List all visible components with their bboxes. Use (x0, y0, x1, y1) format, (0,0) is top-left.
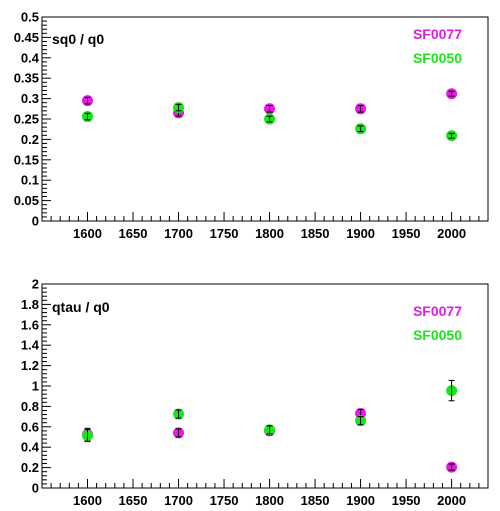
y-tick-label: 0.5 (21, 10, 39, 25)
panel-title: qtau / q0 (52, 299, 110, 315)
y-tick-label: 0.4 (21, 440, 40, 455)
y-tick-label: 0 (32, 481, 39, 496)
y-tick-label: 0 (32, 214, 39, 229)
y-tick-label: 0.1 (21, 173, 39, 188)
y-tick-label: 0.2 (21, 460, 39, 475)
y-tick-label: 1.6 (21, 317, 39, 332)
y-tick-label: 0.25 (14, 112, 39, 127)
panel-sq0-q0: 0 0.05 0.1 0.15 0.2 0.25 0.3 0.35 0.4 0.45 0.5 1600… (14, 10, 489, 241)
x-tick-label: 1600 (73, 493, 102, 508)
legend-entry-sf0050: SF0050 (413, 327, 462, 343)
y-tick-label: 0.3 (21, 91, 39, 106)
y-tick-label: 1 (32, 379, 39, 394)
x-tick-label: 1600 (73, 226, 102, 241)
y-tick-label: 0.35 (14, 71, 39, 86)
y-tick-label: 0.15 (14, 152, 39, 167)
y-tick-label: 0.6 (21, 419, 39, 434)
x-tick-label: 1800 (255, 226, 284, 241)
x-tick-label: 1700 (164, 493, 193, 508)
y-tick-label: 1.8 (21, 297, 39, 312)
x-tick-label: 1850 (301, 226, 330, 241)
y-tick-label: 0.4 (21, 50, 40, 65)
x-tick-label: 1800 (255, 493, 284, 508)
x-tick-label: 1900 (346, 493, 375, 508)
y-tick-label: 0.8 (21, 399, 39, 414)
x-tick-label: 1750 (210, 226, 239, 241)
y-tick-label: 0.45 (14, 30, 39, 45)
x-tick-label: 1950 (392, 493, 421, 508)
x-tick-label: 1900 (346, 226, 375, 241)
x-tick-label: 1700 (164, 226, 193, 241)
y-tick-label: 0.05 (14, 193, 39, 208)
legend-entry-sf0050: SF0050 (413, 50, 462, 66)
panel-qtau-q0: 0 0.2 0.4 0.6 0.8 1 1.2 1.4 1.6 1.8 2 1600 1650 1700 1… (21, 277, 489, 508)
panel-title: sq0 / q0 (52, 31, 104, 47)
x-tick-label: 2000 (437, 493, 466, 508)
x-tick-label: 1850 (301, 493, 330, 508)
x-tick-label: 1750 (210, 493, 239, 508)
y-tick-label: 1.2 (21, 358, 39, 373)
y-tick-label: 0.2 (21, 132, 39, 147)
y-tick-label: 1.4 (21, 338, 40, 353)
legend-entry-sf0077: SF0077 (413, 303, 462, 319)
legend-entry-sf0077: SF0077 (413, 26, 462, 42)
x-tick-label: 2000 (437, 226, 466, 241)
x-tick-label: 1650 (119, 493, 148, 508)
x-tick-label: 1950 (392, 226, 421, 241)
y-tick-label: 2 (32, 277, 39, 292)
x-tick-label: 1650 (119, 226, 148, 241)
